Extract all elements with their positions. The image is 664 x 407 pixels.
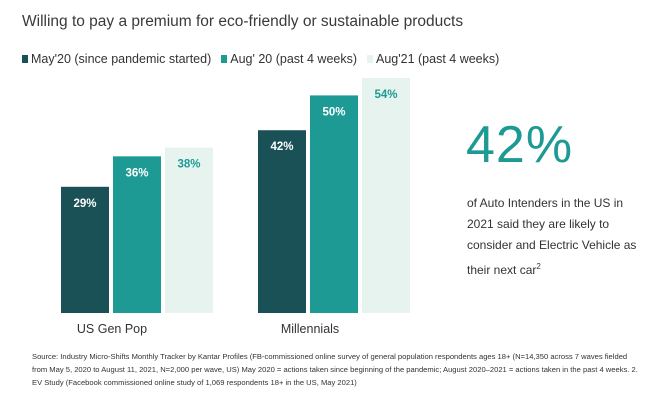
legend-label-may20: May'20 (since pandemic started) — [31, 52, 212, 66]
legend-swatch-aug20 — [221, 55, 228, 63]
callout-footnote-marker: 2 — [536, 262, 541, 271]
chart-title: Willing to pay a premium for eco-friendl… — [22, 13, 464, 30]
bar-us-gen-pop-series-1 — [113, 156, 161, 313]
legend-swatch-may20 — [22, 55, 28, 63]
category-label: US Gen Pop — [77, 322, 147, 336]
bar-data-label: 50% — [322, 106, 345, 118]
source-note: Source: Industry Micro-Shifts Monthly Tr… — [32, 352, 638, 387]
bar-data-label: 42% — [270, 141, 293, 153]
legend-item-aug21: Aug'21 (past 4 weeks) — [367, 52, 499, 66]
legend-item-aug20: Aug' 20 (past 4 weeks) — [221, 52, 357, 66]
legend-label-aug21: Aug'21 (past 4 weeks) — [376, 52, 500, 66]
legend-item-may20: May'20 (since pandemic started) — [22, 52, 211, 66]
bar-data-label: 29% — [73, 198, 96, 210]
legend: May'20 (since pandemic started) Aug' 20 … — [22, 52, 509, 66]
category-label: Millennials — [281, 322, 339, 336]
legend-label-aug20: Aug' 20 (past 4 weeks) — [230, 52, 358, 66]
legend-swatch-aug21 — [367, 55, 374, 63]
bar-us-gen-pop-series-2 — [165, 147, 213, 313]
bar-data-label: 36% — [125, 167, 148, 179]
bar-us-gen-pop-series-0 — [61, 186, 109, 313]
bar-data-label: 54% — [374, 89, 397, 101]
callout-value: 42% — [466, 116, 574, 174]
bar-millennials-series-2 — [362, 78, 410, 313]
bar-millennials-series-1 — [310, 95, 358, 313]
bar-millennials-series-0 — [258, 130, 306, 313]
callout-text: of Auto Intenders in the US in 2021 said… — [467, 193, 652, 281]
bar-data-label: 38% — [177, 159, 200, 171]
callout-body: of Auto Intenders in the US in 2021 said… — [467, 196, 637, 277]
